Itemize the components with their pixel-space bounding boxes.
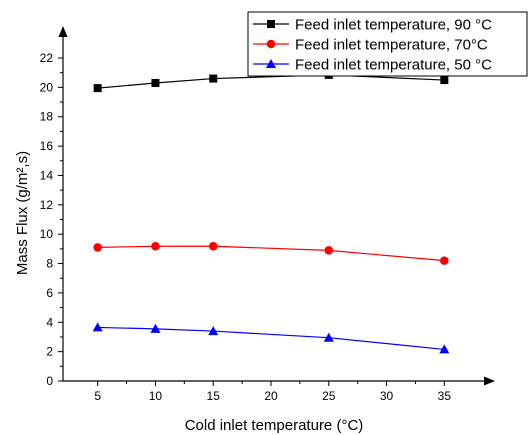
legend-entry: Feed inlet temperature, 70°C (253, 37, 488, 54)
legend-marker (266, 59, 276, 68)
x-tick-label: 30 (380, 389, 394, 403)
y-tick-label: 10 (40, 227, 54, 241)
y-tick-label: 2 (46, 345, 53, 359)
y-tick-label: 16 (40, 139, 54, 153)
y-axis-ticks: 0 2 4 6 8 10 12 14 16 18 20 22 (40, 51, 63, 388)
legend-marker (266, 39, 276, 49)
legend-label: Feed inlet temperature, 70°C (295, 37, 488, 54)
legend-marker (267, 20, 275, 28)
series-layer (92, 70, 450, 354)
legend-entry: Feed inlet temperature, 90 °C (253, 17, 492, 34)
x-tick-label: 20 (264, 389, 278, 403)
data-point (208, 241, 218, 251)
y-tick-label: 8 (46, 257, 53, 271)
series-line (97, 74, 445, 89)
legend-box (247, 11, 528, 77)
y-axis-arrow (58, 26, 68, 37)
x-tick-label: 5 (94, 389, 101, 403)
legend-label: Feed inlet temperature, 90 °C (295, 17, 492, 34)
axes (58, 26, 495, 386)
data-point (323, 332, 334, 342)
data-point (208, 326, 219, 336)
data-point (439, 344, 450, 354)
x-tick-label: 15 (207, 389, 221, 403)
x-tick-label: 35 (438, 389, 452, 403)
y-tick-label: 22 (40, 51, 54, 65)
y-tick-label: 12 (40, 198, 54, 212)
y-tick-label: 18 (40, 110, 54, 124)
data-point (93, 243, 102, 252)
data-point (151, 78, 160, 87)
x-tick-label: 25 (322, 389, 336, 403)
y-tick-label: 20 (40, 80, 54, 94)
y-tick-label: 0 (46, 374, 53, 388)
data-point (93, 84, 102, 93)
legend: Feed inlet temperature, 90 °C Feed inlet … (247, 11, 528, 77)
x-tick-label: 10 (149, 389, 163, 403)
data-point (440, 256, 449, 265)
x-axis-arrow (484, 376, 495, 386)
legend-entry: Feed inlet temperature, 50 °C (253, 57, 492, 74)
y-tick-label: 6 (46, 286, 53, 300)
legend-label: Feed inlet temperature, 50 °C (295, 57, 492, 74)
data-point (440, 76, 449, 85)
data-point (209, 74, 218, 83)
y-tick-label: 4 (46, 315, 53, 329)
y-axis-title: Mass Flux (g/m²,s) (14, 151, 31, 275)
series-3 (92, 322, 450, 354)
x-axis-ticks: 5 10 15 20 25 30 35 (94, 381, 451, 403)
y-tick-label: 14 (40, 168, 54, 182)
data-point (150, 323, 161, 333)
data-point (324, 246, 334, 255)
x-axis-title: Cold inlet temperature (°C) (185, 417, 364, 434)
data-point (92, 322, 103, 332)
series-2 (93, 241, 449, 265)
series-line (97, 245, 445, 262)
data-point (151, 241, 160, 251)
series-line (97, 326, 445, 351)
